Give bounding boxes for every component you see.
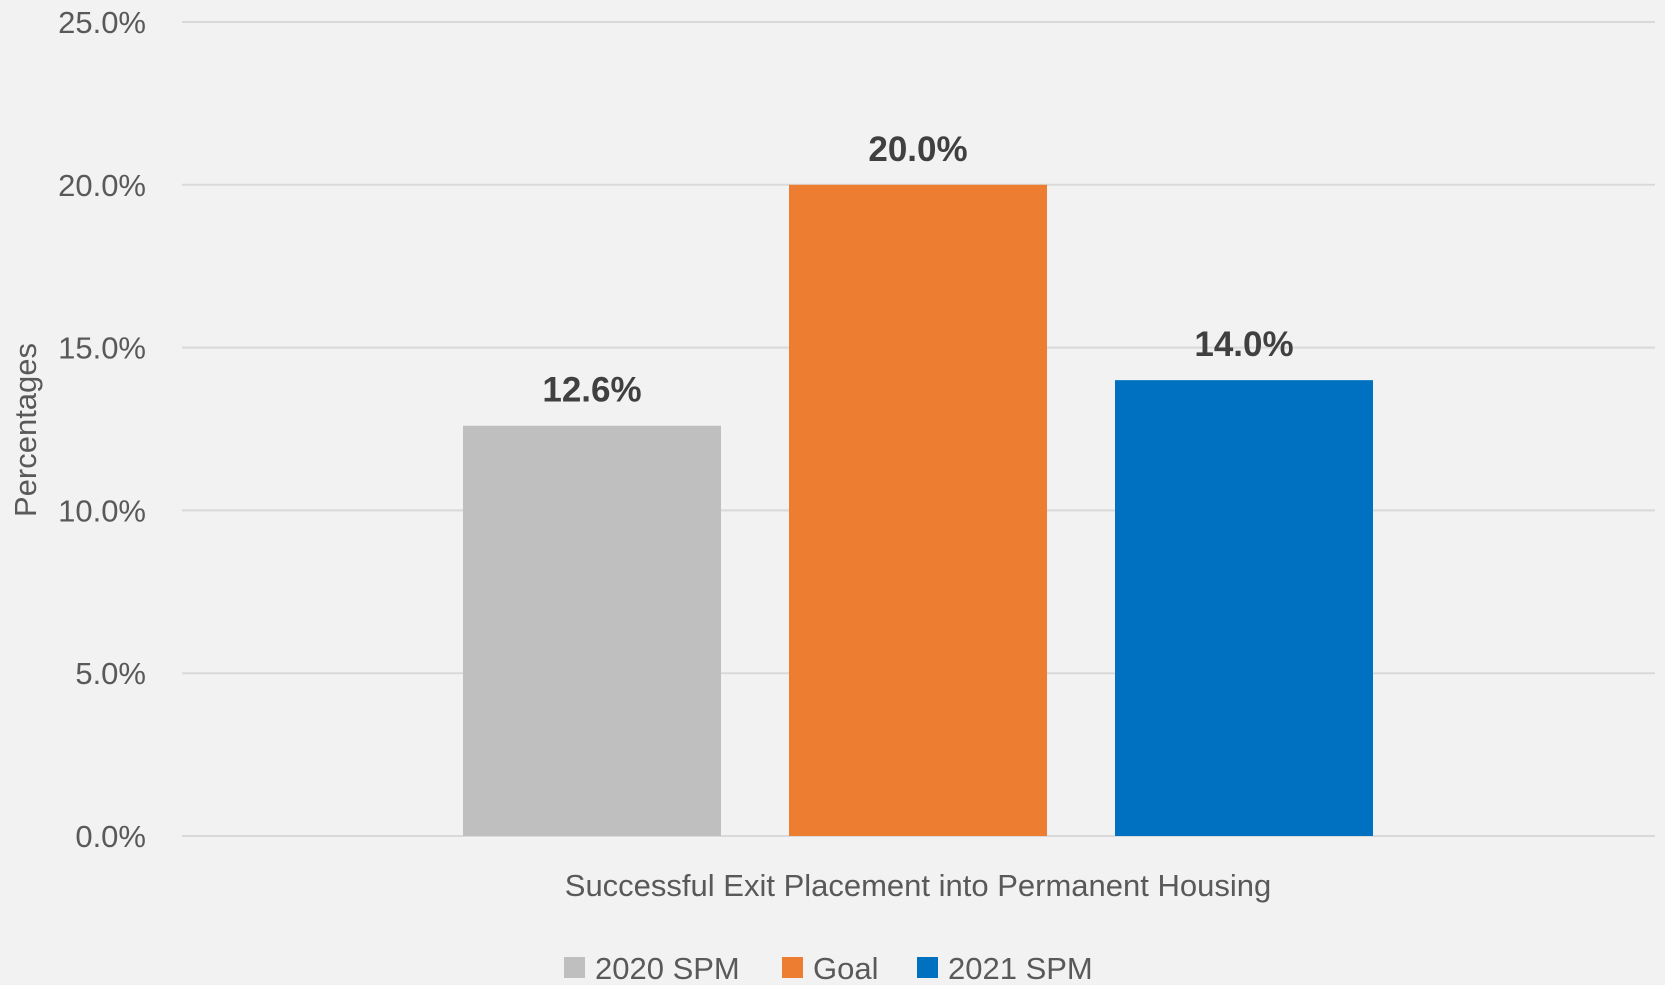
legend: 2020 SPM Goal 2021 SPM xyxy=(564,951,1093,985)
data-label: 12.6% xyxy=(542,371,641,410)
bar-2021-spm xyxy=(1115,380,1373,836)
y-tick-label: 25.0% xyxy=(58,5,146,40)
y-tick-label: 10.0% xyxy=(58,493,146,528)
bars xyxy=(463,184,1373,837)
y-tick-label: 0.0% xyxy=(75,819,146,854)
bar-2020-spm xyxy=(463,425,721,836)
y-tick-label: 5.0% xyxy=(75,656,146,691)
legend-label: 2021 SPM xyxy=(948,951,1093,985)
y-axis-title: Percentages xyxy=(8,343,43,517)
bar-goal xyxy=(789,184,1047,837)
legend-label: 2020 SPM xyxy=(595,951,740,985)
y-axis-ticks: 0.0% 5.0% 10.0% 15.0% 20.0% 25.0% xyxy=(58,5,146,854)
data-label: 20.0% xyxy=(868,130,967,169)
x-category-label: Successful Exit Placement into Permanent… xyxy=(565,868,1271,903)
legend-swatch xyxy=(917,957,938,978)
data-labels: 12.6% 20.0% 14.0% xyxy=(542,130,1293,410)
y-tick-label: 15.0% xyxy=(58,331,146,366)
y-tick-label: 20.0% xyxy=(58,168,146,203)
data-label: 14.0% xyxy=(1194,325,1293,364)
legend-swatch xyxy=(564,957,585,978)
legend-label: Goal xyxy=(813,951,878,985)
legend-swatch xyxy=(782,957,803,978)
